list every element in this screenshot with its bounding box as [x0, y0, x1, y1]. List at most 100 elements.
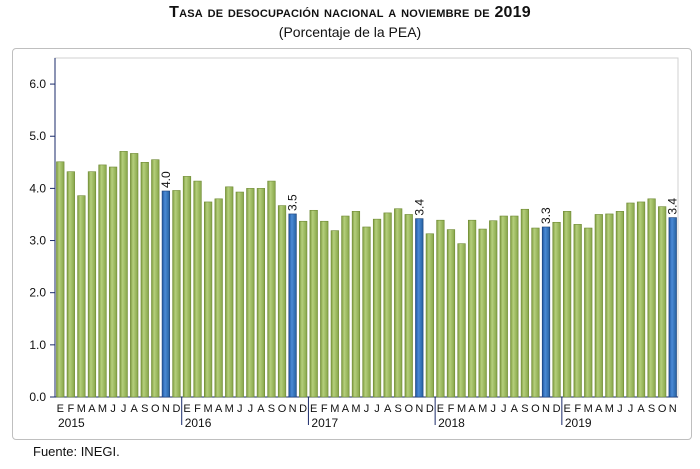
month-label: A — [88, 403, 96, 415]
month-label: O — [151, 403, 160, 415]
bar — [404, 214, 413, 398]
month-label: M — [225, 403, 234, 415]
bar — [446, 229, 456, 398]
source-note: Fuente: INEGI. — [33, 444, 120, 459]
month-label: S — [521, 403, 528, 415]
bar — [362, 226, 371, 398]
bar — [552, 221, 561, 398]
bar — [636, 201, 646, 398]
y-tick-label: 2.0 — [29, 286, 46, 300]
bar — [330, 230, 339, 398]
month-label: J — [617, 403, 623, 415]
month-label: S — [395, 403, 402, 415]
chart-frame — [12, 48, 692, 440]
month-label: F — [321, 403, 328, 415]
month-label: A — [257, 403, 265, 415]
bar — [193, 180, 202, 398]
month-label: F — [574, 403, 581, 415]
month-label: J — [364, 403, 370, 415]
bar — [626, 202, 635, 398]
bar — [584, 227, 593, 398]
month-label: S — [648, 403, 655, 415]
bar — [66, 171, 75, 398]
year-label: 2019 — [565, 416, 592, 430]
bar — [277, 205, 287, 398]
month-label: D — [426, 403, 434, 415]
y-tick-label: 3.0 — [29, 234, 46, 248]
month-label: A — [131, 403, 139, 415]
bar-highlight — [288, 213, 297, 398]
bar — [510, 215, 519, 398]
bar — [383, 212, 392, 398]
month-label: A — [637, 403, 645, 415]
month-label: E — [57, 403, 64, 415]
bar — [531, 227, 540, 398]
bar — [520, 208, 529, 398]
month-label: N — [415, 403, 423, 415]
year-label: 2016 — [185, 416, 212, 430]
month-label: F — [194, 403, 201, 415]
month-label: J — [374, 403, 380, 415]
bar — [615, 211, 625, 398]
data-label: 3.5 — [286, 194, 300, 211]
month-label: J — [628, 403, 634, 415]
month-label: M — [330, 403, 339, 415]
bar — [372, 218, 382, 398]
month-label: E — [310, 403, 317, 415]
month-label: O — [531, 403, 540, 415]
bar — [98, 164, 107, 398]
bar — [225, 186, 234, 398]
bar — [573, 224, 582, 398]
bar — [605, 213, 614, 398]
bar — [467, 219, 477, 398]
y-tick-label: 4.0 — [29, 181, 46, 195]
month-label: M — [98, 403, 107, 415]
month-label: S — [141, 403, 148, 415]
year-label: 2018 — [438, 416, 465, 430]
bar — [457, 243, 466, 398]
y-tick-label: 0.0 — [29, 390, 46, 404]
bar — [172, 190, 181, 398]
bar — [658, 206, 667, 398]
month-label: M — [204, 403, 213, 415]
bar-highlight — [541, 226, 551, 398]
month-label: J — [121, 403, 127, 415]
bar — [108, 166, 118, 398]
data-label: 3.4 — [412, 199, 426, 216]
bar-highlight — [415, 218, 424, 398]
month-label: M — [584, 403, 593, 415]
month-label: A — [511, 403, 519, 415]
month-label: A — [215, 403, 223, 415]
bar — [235, 191, 244, 398]
bar — [214, 198, 223, 398]
bar — [204, 201, 213, 398]
month-label: J — [501, 403, 507, 415]
month-label: E — [563, 403, 570, 415]
data-label: 3.3 — [539, 207, 553, 224]
month-label: M — [605, 403, 614, 415]
chart-subtitle: (Porcentaje de la PEA) — [278, 24, 422, 40]
bar — [151, 159, 160, 398]
bar — [77, 195, 86, 398]
bar — [489, 220, 498, 398]
bar — [647, 198, 656, 398]
bar — [478, 228, 487, 398]
month-label: N — [669, 403, 677, 415]
bar — [499, 215, 508, 398]
month-label: J — [490, 403, 496, 415]
month-label: M — [457, 403, 466, 415]
bar — [594, 214, 603, 398]
month-label: J — [110, 403, 116, 415]
data-label: 3.4 — [666, 198, 680, 215]
month-label: J — [237, 403, 243, 415]
month-label: A — [342, 403, 350, 415]
y-tick-label: 1.0 — [29, 338, 46, 352]
month-label: A — [384, 403, 392, 415]
bar-highlight — [161, 190, 170, 398]
month-label: N — [542, 403, 550, 415]
month-label: F — [448, 403, 455, 415]
bar — [299, 220, 308, 398]
month-label: D — [172, 403, 180, 415]
bar-highlight — [668, 217, 677, 398]
